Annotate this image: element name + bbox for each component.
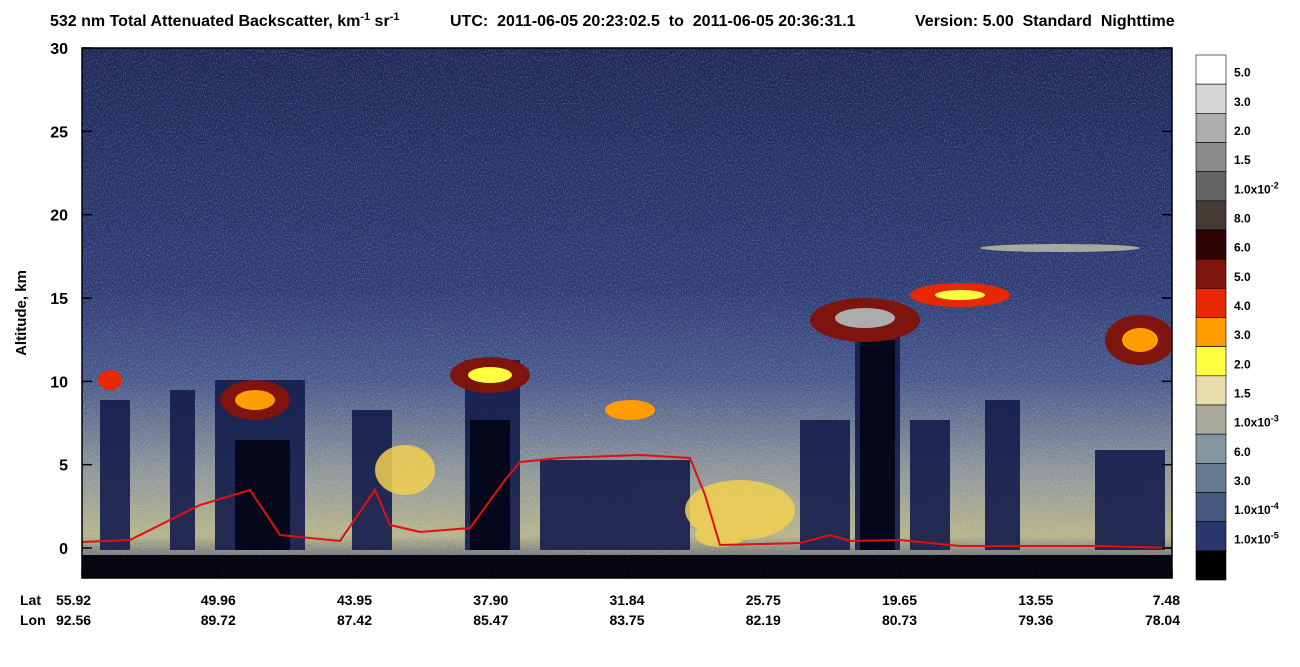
lat-label: 19.65: [882, 592, 917, 608]
lat-label: 25.75: [746, 592, 781, 608]
lon-label: 92.56: [56, 612, 91, 628]
lon-label: 87.42: [337, 612, 372, 628]
colorbar-segment: [1195, 83, 1227, 114]
lat-label: 13.55: [1018, 592, 1053, 608]
colorbar-segment: [1195, 550, 1227, 581]
colorbar-label: 6.0: [1234, 445, 1251, 459]
colorbar-label: 3.0: [1234, 328, 1251, 342]
colorbar-segment: [1195, 288, 1227, 318]
colorbar-exponent: -4: [1271, 501, 1279, 511]
y-tick-label: 20: [50, 208, 68, 225]
colorbar-label: 8.0: [1234, 211, 1251, 225]
colorbar-exponent: -3: [1271, 414, 1279, 424]
colorbar-segment: [1195, 463, 1227, 493]
colorbar-label-text: 1.5: [1234, 386, 1251, 400]
colorbar-label-text: 2.0: [1234, 357, 1251, 371]
colorbar-label: 1.0x10-4: [1234, 501, 1279, 517]
colorbar-segment: [1195, 521, 1227, 552]
lon-label: 85.47: [473, 612, 508, 628]
colorbar-label-text: 6.0: [1234, 241, 1251, 255]
backscatter-image: [82, 48, 1172, 578]
colorbar-segment: [1195, 142, 1227, 172]
colorbar-segment: [1195, 258, 1227, 289]
colorbar-segment: [1195, 54, 1227, 85]
colorbar-label-text: 5.0: [1234, 66, 1251, 80]
colorbar-label-text: 6.0: [1234, 445, 1251, 459]
colorbar-segment: [1195, 113, 1227, 143]
colorbar-segment: [1195, 200, 1227, 231]
version: Version: 5.00 Standard Nighttime: [915, 13, 1175, 30]
lon-label: 83.75: [609, 612, 644, 628]
colorbar-label-text: 1.0x10: [1234, 416, 1271, 430]
chart-title: 532 nm Total Attenuated Backscatter, km-…: [50, 11, 399, 30]
colorbar-label-text: 3.0: [1234, 95, 1251, 109]
colorbar-label-text: 1.0x10: [1234, 503, 1271, 517]
y-tick-label: 0: [59, 541, 68, 558]
colorbar-label-text: 3.0: [1234, 474, 1251, 488]
y-tick-label: 30: [50, 41, 68, 58]
row-label: Lon: [20, 612, 46, 628]
colorbar-exponent: -5: [1271, 530, 1279, 540]
lon-label: 80.73: [882, 612, 917, 628]
lat-label: 49.96: [201, 592, 236, 608]
y-tick-label: 5: [59, 458, 68, 475]
colorbar-segment: [1195, 433, 1227, 464]
colorbar-label-text: 8.0: [1234, 211, 1251, 225]
colorbar-label: 1.0x10-2: [1234, 180, 1279, 196]
colorbar-label: 6.0: [1234, 241, 1251, 255]
lat-label: 7.48: [1153, 592, 1180, 608]
lat-label: 43.95: [337, 592, 372, 608]
lon-label: 78.04: [1145, 612, 1180, 628]
colorbar-segment: [1195, 346, 1227, 377]
colorbar-label-text: 1.0x10: [1234, 182, 1271, 196]
colorbar-label: 5.0: [1234, 270, 1251, 284]
colorbar-label: 4.0: [1234, 299, 1251, 313]
colorbar-segment: [1195, 317, 1227, 347]
colorbar-label: 3.0: [1234, 95, 1251, 109]
row-label: Lat: [20, 592, 41, 608]
colorbar-label-text: 1.0x10: [1234, 532, 1271, 546]
colorbar-segment: [1195, 375, 1227, 406]
colorbar-segment: [1195, 229, 1227, 260]
y-tick-label: 10: [50, 374, 68, 391]
y-axis-label: Altitude, km: [13, 270, 30, 356]
colorbar-label: 1.0x10-5: [1234, 530, 1279, 546]
colorbar-segment: [1195, 171, 1227, 202]
colorbar-label-text: 2.0: [1234, 124, 1251, 138]
colorbar-label: 2.0: [1234, 357, 1251, 371]
colorbar-label: 1.5: [1234, 386, 1251, 400]
colorbar-label: 5.0: [1234, 66, 1251, 80]
colorbar-exponent: -2: [1271, 180, 1279, 190]
lat-label: 55.92: [56, 592, 91, 608]
lat-label: 37.90: [473, 592, 508, 608]
lon-label: 79.36: [1018, 612, 1053, 628]
lat-label: 31.84: [609, 592, 644, 608]
colorbar-label: 2.0: [1234, 124, 1251, 138]
colorbar-label-text: 4.0: [1234, 299, 1251, 313]
utc-range: UTC: 2011-06-05 20:23:02.5 to 2011-06-05…: [450, 13, 856, 30]
colorbar-label-text: 3.0: [1234, 328, 1251, 342]
colorbar-segment: [1195, 404, 1227, 435]
y-tick-label: 25: [50, 124, 68, 141]
colorbar-label: 1.0x10-3: [1234, 414, 1279, 430]
lon-label: 82.19: [746, 612, 781, 628]
lon-label: 89.72: [201, 612, 236, 628]
colorbar-label: 3.0: [1234, 474, 1251, 488]
y-tick-label: 15: [50, 291, 68, 308]
clouds: [98, 244, 1172, 420]
colorbar-segment: [1195, 492, 1227, 522]
colorbar-label: 1.5: [1234, 153, 1251, 167]
colorbar-label-text: 1.5: [1234, 153, 1251, 167]
colorbar-label-text: 5.0: [1234, 270, 1251, 284]
